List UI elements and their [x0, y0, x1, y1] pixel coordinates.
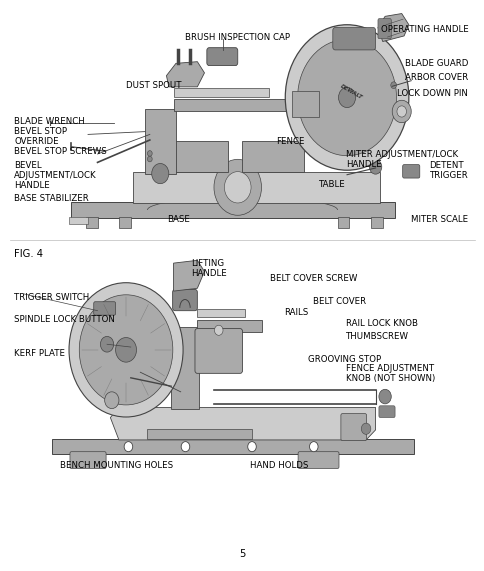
- Circle shape: [285, 25, 408, 170]
- Text: SPINDLE LOCK BUTTON: SPINDLE LOCK BUTTON: [15, 315, 115, 324]
- Circle shape: [369, 160, 381, 174]
- Text: RAILS: RAILS: [284, 308, 308, 317]
- FancyBboxPatch shape: [195, 328, 242, 373]
- Circle shape: [214, 325, 223, 335]
- FancyBboxPatch shape: [69, 217, 88, 224]
- Text: BLADE WRENCH: BLADE WRENCH: [15, 117, 85, 126]
- Text: BRUSH INSPECTION CAP: BRUSH INSPECTION CAP: [185, 33, 289, 42]
- Text: TRIGGER SWITCH: TRIGGER SWITCH: [15, 293, 90, 302]
- FancyBboxPatch shape: [242, 141, 303, 172]
- Text: FIG. 4: FIG. 4: [15, 248, 43, 259]
- Polygon shape: [110, 408, 375, 440]
- Circle shape: [361, 423, 370, 435]
- Text: BEVEL STOP SCREWS: BEVEL STOP SCREWS: [15, 147, 107, 156]
- Circle shape: [100, 336, 113, 352]
- Circle shape: [378, 389, 391, 404]
- Text: HAND HOLDS: HAND HOLDS: [250, 461, 308, 470]
- Text: BENCH MOUNTING HOLES: BENCH MOUNTING HOLES: [60, 461, 173, 470]
- FancyBboxPatch shape: [71, 202, 394, 218]
- Circle shape: [69, 283, 182, 417]
- Text: DETENT
TRIGGER: DETENT TRIGGER: [429, 160, 467, 180]
- FancyBboxPatch shape: [298, 452, 338, 468]
- FancyBboxPatch shape: [52, 439, 413, 455]
- Text: ARBOR COVER: ARBOR COVER: [404, 73, 467, 82]
- FancyBboxPatch shape: [377, 19, 391, 39]
- Circle shape: [151, 163, 168, 184]
- Text: FENCE ADJUSTMENT
KNOB (NOT SHOWN): FENCE ADJUSTMENT KNOB (NOT SHOWN): [346, 364, 435, 384]
- Text: LIFTING
HANDLE: LIFTING HANDLE: [191, 259, 227, 278]
- Circle shape: [124, 441, 133, 452]
- Text: DUST SPOUT: DUST SPOUT: [126, 81, 181, 90]
- Text: DEWALT: DEWALT: [339, 83, 363, 100]
- Polygon shape: [377, 14, 408, 42]
- Text: 5: 5: [239, 549, 245, 559]
- Bar: [370, 217, 382, 228]
- Circle shape: [105, 392, 119, 409]
- FancyBboxPatch shape: [197, 320, 261, 332]
- FancyBboxPatch shape: [197, 309, 244, 317]
- Text: BELT COVER: BELT COVER: [312, 297, 365, 305]
- Circle shape: [396, 106, 406, 117]
- Text: RAIL LOCK KNOB: RAIL LOCK KNOB: [346, 319, 417, 328]
- FancyBboxPatch shape: [332, 27, 375, 50]
- Text: BEVEL
ADJUSTMENT/LOCK
HANDLE: BEVEL ADJUSTMENT/LOCK HANDLE: [15, 160, 97, 190]
- FancyBboxPatch shape: [340, 413, 366, 440]
- Circle shape: [181, 441, 189, 452]
- Text: BASE: BASE: [166, 215, 189, 224]
- FancyBboxPatch shape: [145, 109, 176, 174]
- Text: BLADE GUARD: BLADE GUARD: [404, 59, 467, 69]
- Text: OPERATING HANDLE: OPERATING HANDLE: [380, 25, 467, 34]
- Text: TABLE: TABLE: [318, 180, 345, 189]
- Circle shape: [115, 337, 136, 362]
- FancyBboxPatch shape: [157, 141, 228, 172]
- Circle shape: [147, 156, 152, 162]
- Text: GROOVING STOP: GROOVING STOP: [307, 355, 380, 364]
- FancyBboxPatch shape: [133, 172, 379, 203]
- FancyBboxPatch shape: [173, 88, 268, 97]
- FancyBboxPatch shape: [206, 48, 237, 66]
- Circle shape: [338, 87, 355, 107]
- Text: LOCK DOWN PIN: LOCK DOWN PIN: [396, 89, 467, 98]
- Text: FENCE: FENCE: [275, 137, 303, 146]
- Circle shape: [390, 82, 396, 89]
- FancyBboxPatch shape: [160, 351, 175, 377]
- Circle shape: [247, 441, 256, 452]
- Circle shape: [392, 100, 410, 123]
- FancyBboxPatch shape: [378, 406, 394, 417]
- FancyBboxPatch shape: [147, 429, 252, 439]
- Bar: [337, 217, 348, 228]
- FancyBboxPatch shape: [292, 91, 318, 116]
- FancyBboxPatch shape: [70, 452, 106, 468]
- Circle shape: [147, 151, 152, 156]
- Text: BELT COVER SCREW: BELT COVER SCREW: [270, 274, 357, 283]
- Text: BEVEL STOP
OVERRIDE: BEVEL STOP OVERRIDE: [15, 127, 67, 146]
- FancyBboxPatch shape: [172, 289, 197, 311]
- Bar: [86, 217, 97, 228]
- Text: MITER ADJUSTMENT/LOCK
HANDLE: MITER ADJUSTMENT/LOCK HANDLE: [346, 150, 457, 168]
- FancyBboxPatch shape: [402, 164, 419, 178]
- Polygon shape: [173, 260, 204, 291]
- Text: MITER SCALE: MITER SCALE: [410, 215, 467, 224]
- Text: KERF PLATE: KERF PLATE: [15, 349, 65, 358]
- Polygon shape: [166, 62, 204, 87]
- Circle shape: [224, 172, 251, 203]
- FancyBboxPatch shape: [171, 328, 198, 409]
- Circle shape: [213, 159, 261, 215]
- Circle shape: [79, 295, 172, 405]
- FancyBboxPatch shape: [173, 99, 294, 111]
- FancyBboxPatch shape: [93, 301, 115, 315]
- Text: THUMBSCREW: THUMBSCREW: [346, 332, 408, 341]
- Bar: [119, 217, 131, 228]
- Circle shape: [297, 39, 396, 156]
- Text: BASE STABILIZER: BASE STABILIZER: [15, 194, 89, 203]
- Circle shape: [309, 441, 318, 452]
